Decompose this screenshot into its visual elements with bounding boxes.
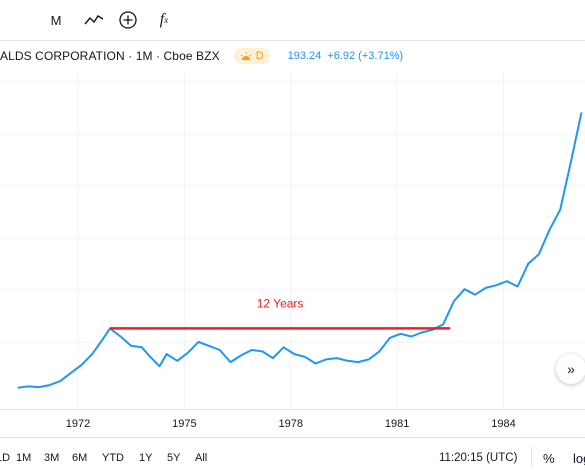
- bottom-separator: [531, 447, 532, 467]
- add-compare-icon[interactable]: [116, 9, 140, 31]
- annotation-label: 12 Years: [257, 296, 304, 310]
- price-chart[interactable]: 12 Years: [0, 72, 585, 408]
- range-6m[interactable]: 6M: [72, 452, 88, 464]
- series-legend: ALDS CORPORATION · 1M · Cboe BZX D 193.2…: [0, 46, 403, 66]
- log-scale-toggle[interactable]: log: [573, 451, 585, 466]
- range-ytd[interactable]: YTD: [102, 452, 124, 464]
- x-tick-label: 1975: [172, 418, 197, 430]
- range-bar: 1D 1M 3M 6M YTD 1Y 5Y All: [0, 446, 585, 472]
- x-tick-label: 1981: [384, 418, 410, 430]
- x-tick-label: 1972: [65, 418, 91, 430]
- interval-button[interactable]: M: [50, 12, 62, 28]
- percent-scale-toggle[interactable]: %: [543, 451, 555, 466]
- sun-icon: [240, 52, 252, 60]
- range-3m[interactable]: 3M: [44, 452, 60, 464]
- clock-utc[interactable]: 11:20:15 (UTC): [439, 452, 518, 464]
- range-1y[interactable]: 1Y: [139, 452, 153, 464]
- range-5y[interactable]: 5Y: [167, 452, 181, 464]
- x-tick-label: 1978: [278, 418, 303, 430]
- indicators-label: f: [159, 11, 165, 28]
- range-all[interactable]: All: [195, 452, 208, 464]
- market-status-badge[interactable]: D: [233, 48, 270, 64]
- market-status-label: D: [255, 50, 264, 62]
- price-change: +6.92 (+3.71%): [327, 50, 404, 62]
- indicators-sub: x: [164, 15, 169, 25]
- x-tick-label: 1984: [491, 418, 516, 430]
- symbol-title[interactable]: ALDS CORPORATION · 1M · Cboe BZX: [0, 49, 220, 63]
- line-chart-icon[interactable]: [82, 9, 106, 31]
- range-1m[interactable]: 1M: [16, 452, 32, 464]
- toolbar-divider: [0, 40, 585, 41]
- series-line: [17, 112, 583, 389]
- scroll-to-realtime-button[interactable]: »: [556, 354, 585, 384]
- horizontal-gridlines: [0, 81, 585, 343]
- range-1d[interactable]: 1D: [0, 452, 11, 464]
- last-price: 193.24: [287, 50, 322, 62]
- vertical-gridlines: [77, 72, 504, 408]
- time-axis-border: [0, 409, 585, 410]
- bottom-divider: [0, 437, 585, 438]
